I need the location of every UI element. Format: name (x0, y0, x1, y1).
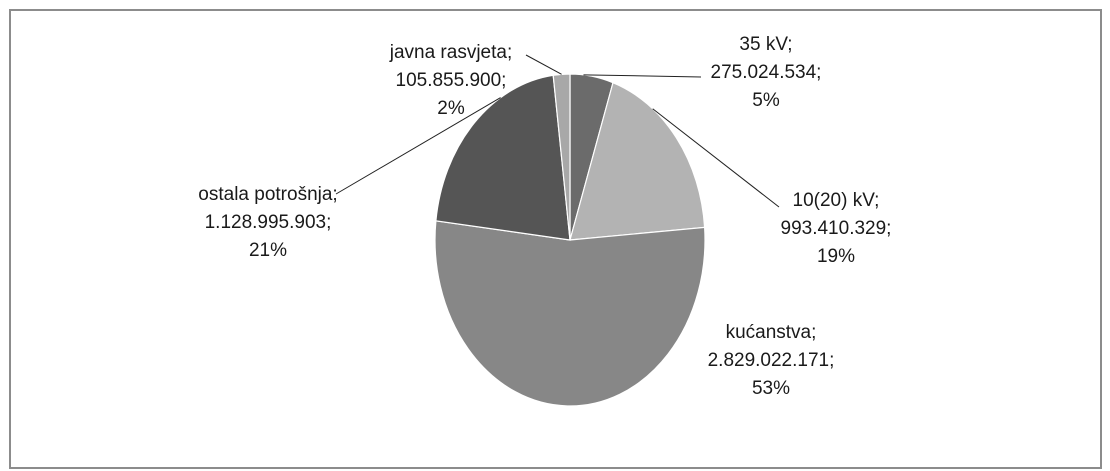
pie-chart (335, 54, 780, 407)
leader-line-10-20kv (652, 108, 780, 208)
data-label-javna-percent: 2% (437, 98, 465, 119)
data-label-35kv-name: 35 kV; (739, 34, 793, 55)
leader-line-35kv (583, 74, 702, 78)
data-label-10-20kv-value: 993.410.329; (780, 218, 892, 239)
data-label-kucanstva: kućanstva; 2.829.022.171; 53% (671, 319, 871, 403)
pie-slice-10-20-kv (569, 81, 706, 241)
data-label-35kv-value: 275.024.534; (710, 62, 822, 83)
pie-slice-ku-anstva (434, 220, 706, 407)
leader-line-javna-rasvjeta (525, 54, 562, 75)
data-label-35kv-percent: 5% (752, 90, 780, 111)
leader-lines (335, 54, 780, 208)
data-label-kucanstva-percent: 53% (751, 378, 791, 399)
leader-line-ostala-potrosnja (335, 97, 501, 195)
data-label-javna-name: javna rasvjeta; (389, 42, 513, 63)
data-label-ostala-value: 1.128.995.903; (204, 212, 332, 233)
data-label-kucanstva-name: kućanstva; (725, 322, 817, 343)
data-label-ostala-percent: 21% (248, 240, 288, 261)
chart-frame: 35 kV; 275.024.534; 5% 10(20) kV; 993.41… (9, 9, 1102, 469)
data-label-javna-value: 105.855.900; (395, 70, 507, 91)
pie-slices (434, 73, 706, 407)
data-label-ostala-name: ostala potrošnja; (198, 184, 338, 205)
data-label-kucanstva-value: 2.829.022.171; (707, 350, 835, 371)
data-label-35kv: 35 kV; 275.024.534; 5% (671, 31, 861, 115)
pie-slice-ostala-potro-nja (435, 74, 571, 241)
data-label-10-20kv: 10(20) kV; 993.410.329; 19% (721, 187, 951, 271)
data-label-10-20kv-name: 10(20) kV; (792, 190, 880, 211)
data-label-10-20kv-percent: 19% (816, 246, 856, 267)
data-label-javna-rasvjeta: javna rasvjeta; 105.855.900; 2% (351, 39, 551, 123)
data-label-ostala-potrosnja: ostala potrošnja; 1.128.995.903; 21% (153, 181, 383, 265)
